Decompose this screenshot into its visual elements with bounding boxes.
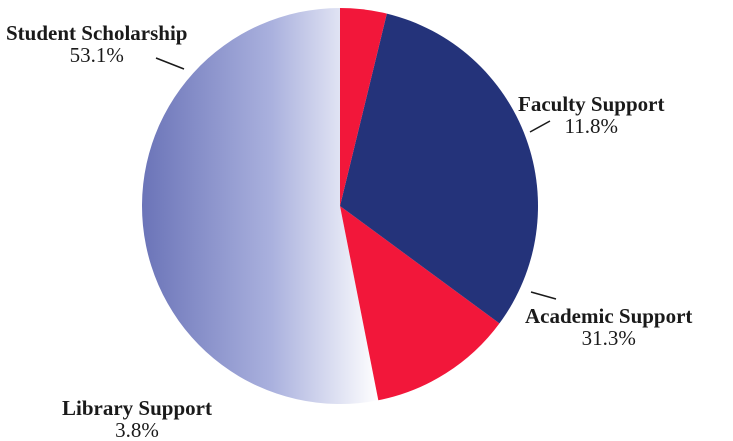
slice-label-faculty-support: Faculty Support 11.8% bbox=[518, 93, 664, 137]
leader-lines bbox=[155, 57, 557, 300]
slice-name: Faculty Support bbox=[518, 92, 665, 116]
slice-percent: 53.1% bbox=[69, 43, 124, 67]
leader-line-academic-support bbox=[530, 291, 557, 300]
pie-slice-student-scholarship bbox=[142, 8, 379, 404]
slice-percent: 11.8% bbox=[564, 114, 618, 138]
pie-slice-academic-support bbox=[340, 13, 538, 324]
leader-line-student-scholarship bbox=[155, 57, 185, 70]
slice-label-library-support: Library Support 3.8% bbox=[62, 397, 212, 441]
leader-line-faculty-support bbox=[529, 120, 551, 133]
pie-slice-library-support bbox=[340, 8, 387, 206]
slice-name: Academic Support bbox=[525, 304, 693, 328]
slice-label-academic-support: Academic Support 31.3% bbox=[525, 305, 692, 349]
slice-name: Student Scholarship bbox=[6, 21, 188, 45]
slice-name: Library Support bbox=[62, 396, 212, 420]
pie-slices bbox=[142, 8, 538, 404]
pie-slice-faculty-support bbox=[340, 206, 500, 401]
slice-percent: 31.3% bbox=[581, 326, 636, 350]
slice-label-student-scholarship: Student Scholarship 53.1% bbox=[6, 22, 187, 66]
slice-percent: 3.8% bbox=[115, 418, 159, 441]
